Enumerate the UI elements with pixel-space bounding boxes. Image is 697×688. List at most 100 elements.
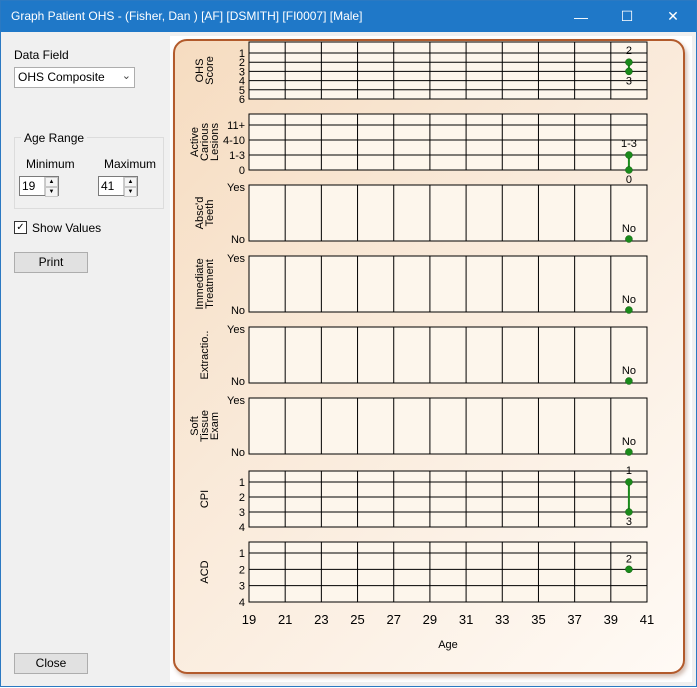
age-range-group <box>14 137 164 209</box>
data-point <box>625 377 633 385</box>
maximize-button[interactable]: ☐ <box>604 1 650 32</box>
panel-plot-area <box>248 397 648 455</box>
y-tick-label: No <box>231 234 245 246</box>
y-tick-label: 2 <box>239 492 245 504</box>
panel-plot-area <box>248 113 648 171</box>
panel-label-line: Absc'd <box>194 197 206 230</box>
data-point <box>625 306 633 314</box>
panel-label-line: ACD <box>199 560 211 583</box>
y-tick-label: 4 <box>239 597 245 609</box>
data-value-label: 2 <box>626 553 632 565</box>
title-bar[interactable]: Graph Patient OHS - (Fisher, Dan ) [AF] … <box>1 1 696 32</box>
x-tick-label: 29 <box>423 612 437 627</box>
x-tick-label: 19 <box>242 612 256 627</box>
chevron-down-icon: ⌄ <box>121 70 131 82</box>
y-tick-label: 3 <box>239 581 245 593</box>
x-tick-label: 25 <box>350 612 364 627</box>
data-point <box>625 478 633 486</box>
y-tick-label: No <box>231 305 245 317</box>
x-tick-label: 27 <box>386 612 400 627</box>
data-field-label: Data Field <box>14 48 69 62</box>
y-tick-label: 1 <box>239 48 245 60</box>
y-tick-label: 1 <box>239 548 245 560</box>
y-tick-label: 5 <box>239 85 245 97</box>
maximum-age-input[interactable]: 41 ▲ ▼ <box>98 176 138 197</box>
data-field-value: OHS Composite <box>18 70 105 84</box>
panel-label-line: OHS <box>194 59 206 83</box>
x-tick-label: 23 <box>314 612 328 627</box>
panel-label-line: Carious <box>199 123 211 161</box>
y-tick-label: 4 <box>239 522 245 534</box>
data-point <box>625 151 633 159</box>
data-value-label: 1-3 <box>621 138 637 150</box>
age-range-label: Age Range <box>21 131 88 145</box>
panel-plot-area <box>248 255 648 313</box>
panel-plot-area <box>248 326 648 384</box>
panel-label-line: Immediate <box>194 258 206 309</box>
data-point <box>625 166 633 174</box>
show-values-label[interactable]: Show Values <box>32 221 102 235</box>
data-value-label: No <box>622 365 636 377</box>
panel-label-line: Tissue <box>199 410 211 442</box>
minimum-age-spinner[interactable]: ▲ ▼ <box>44 177 58 197</box>
x-tick-label: 39 <box>604 612 618 627</box>
data-value-label: No <box>622 436 636 448</box>
window-title: Graph Patient OHS - (Fisher, Dan ) [AF] … <box>11 9 363 23</box>
minimum-age-input[interactable]: 19 ▲ ▼ <box>19 176 59 197</box>
y-tick-label: 2 <box>239 57 245 69</box>
panel-plot-area <box>248 541 648 603</box>
panel-plot-area <box>248 41 648 100</box>
show-values-checkbox[interactable]: ✓ <box>14 221 27 234</box>
minimum-label: Minimum <box>26 157 75 171</box>
maximum-age-value: 41 <box>101 179 115 193</box>
data-value-label: No <box>622 223 636 235</box>
panel-label-line: Treatment <box>204 259 216 309</box>
minimum-age-value: 19 <box>22 179 36 193</box>
x-tick-label: 41 <box>640 612 654 627</box>
x-tick-label: 33 <box>495 612 509 627</box>
panel-label-line: Active <box>189 127 201 157</box>
x-tick-label: 37 <box>567 612 581 627</box>
minimize-icon: — <box>574 8 588 25</box>
data-point <box>625 67 633 76</box>
spin-up-icon[interactable]: ▲ <box>124 177 137 187</box>
data-point <box>625 58 633 66</box>
data-point <box>625 565 633 574</box>
spin-down-icon[interactable]: ▼ <box>124 187 137 197</box>
data-point <box>625 448 633 456</box>
y-tick-label: Yes <box>227 395 245 407</box>
spin-down-icon[interactable]: ▼ <box>45 187 58 197</box>
maximum-age-spinner[interactable]: ▲ ▼ <box>123 177 137 197</box>
print-button[interactable]: Print <box>14 252 88 273</box>
panel-plot-area <box>248 184 648 242</box>
checkmark-icon: ✓ <box>16 222 25 233</box>
data-field-select[interactable]: OHS Composite ⌄ <box>14 67 135 88</box>
close-window-button[interactable]: ✕ <box>650 1 696 32</box>
y-tick-label: 6 <box>239 94 245 106</box>
y-tick-label: 3 <box>239 66 245 78</box>
panel-label-line: Extractio.. <box>199 331 211 380</box>
y-tick-label: 1 <box>239 477 245 489</box>
minimize-button[interactable]: — <box>558 1 604 32</box>
x-axis-label: Age <box>438 639 458 651</box>
data-value-label: 0 <box>626 174 632 186</box>
panel-label-line: CPI <box>199 490 211 508</box>
spin-up-icon[interactable]: ▲ <box>45 177 58 187</box>
panel-label: CPI <box>199 490 211 508</box>
y-tick-label: 1-3 <box>229 150 245 162</box>
data-point <box>625 508 633 516</box>
y-tick-label: Yes <box>227 324 245 336</box>
panel-label-line: Score <box>204 56 216 85</box>
close-button[interactable]: Close <box>14 653 88 674</box>
y-tick-label: 11+ <box>227 120 245 132</box>
y-tick-label: Yes <box>227 182 245 194</box>
data-value-label: No <box>622 294 636 306</box>
y-tick-label: 2 <box>239 564 245 576</box>
x-tick-label: 35 <box>531 612 545 627</box>
panel-label: Extractio.. <box>199 331 211 380</box>
